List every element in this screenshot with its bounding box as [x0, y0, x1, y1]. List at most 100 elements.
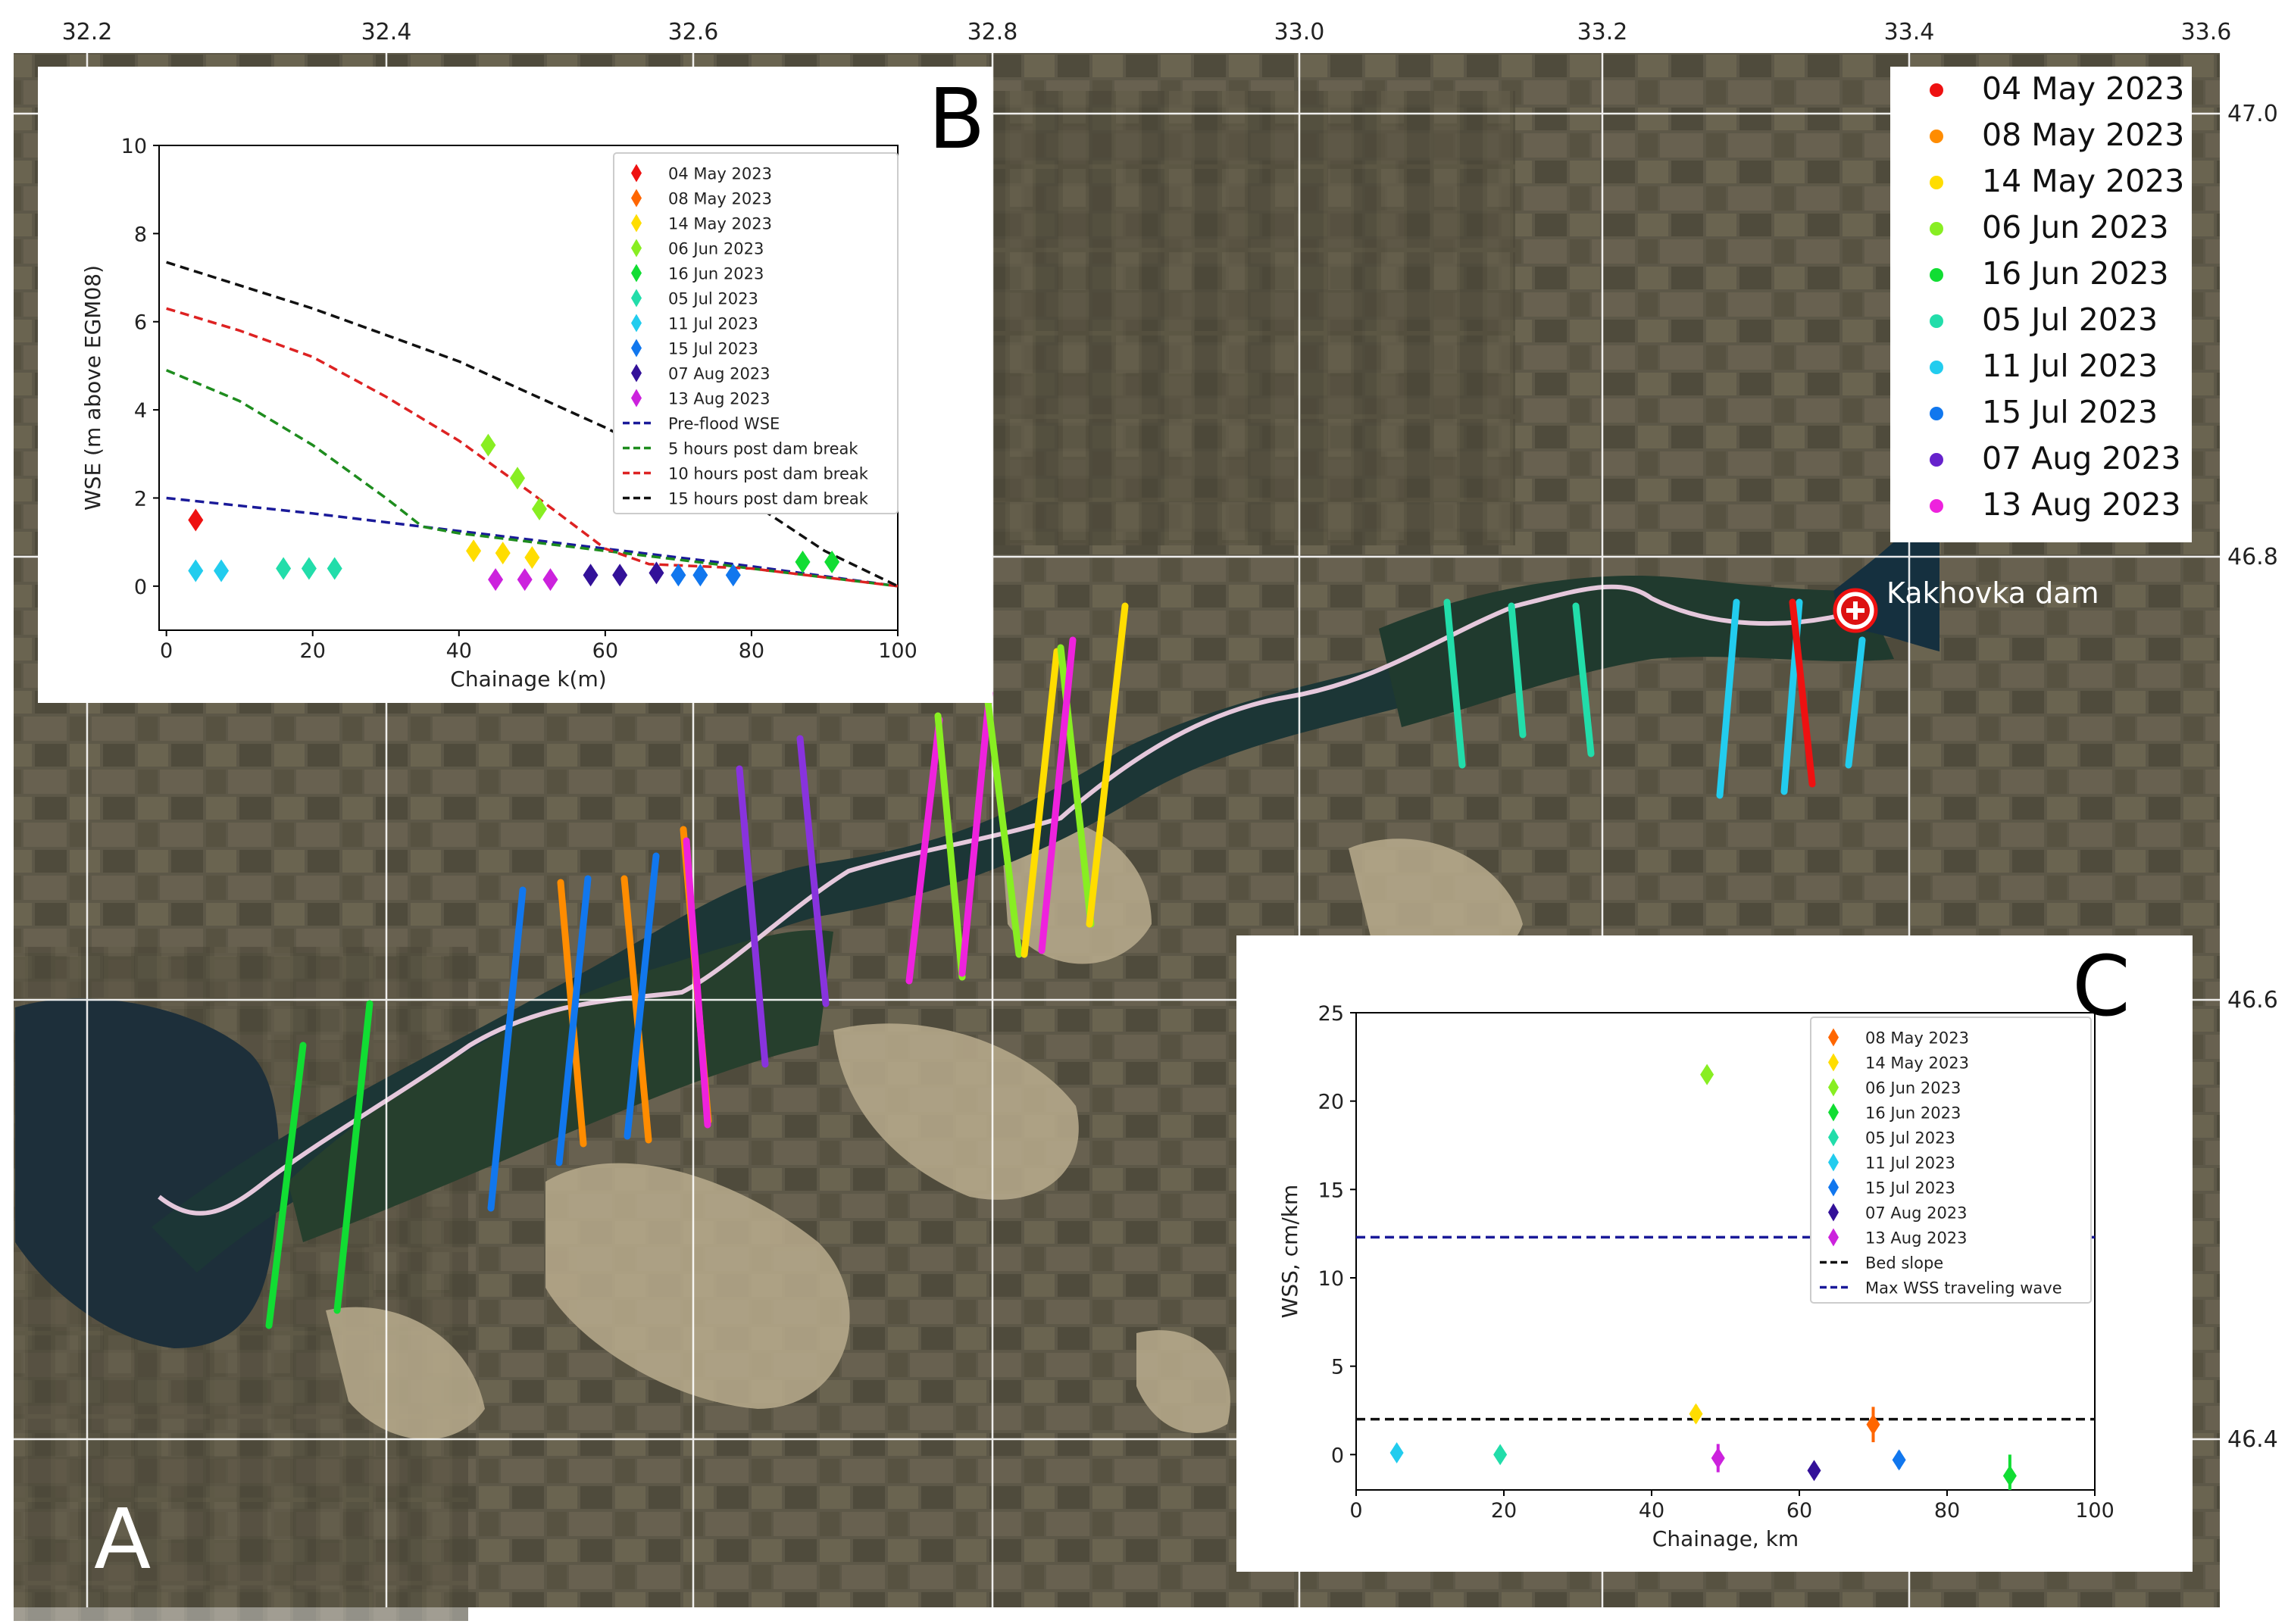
transect-06-jun — [983, 686, 1023, 958]
legend-marker — [631, 164, 642, 183]
data-point — [542, 568, 558, 592]
series-line — [166, 261, 898, 588]
x-axis-label: Chainage k(m) — [450, 667, 606, 692]
legend-label: 5 hours post dam break — [668, 440, 858, 458]
data-point — [466, 539, 482, 563]
cropland-texture-north — [985, 91, 1515, 545]
y-tick-label: 0 — [134, 576, 147, 599]
legend-marker — [631, 314, 642, 333]
data-point — [531, 498, 547, 520]
data-point — [1689, 1403, 1703, 1425]
data-point — [510, 467, 526, 490]
legend-label: 06 Jun 2023 — [1865, 1079, 1961, 1098]
data-point — [1700, 1063, 1714, 1085]
plot-area — [1356, 1063, 2095, 1490]
right-tick-label: 46.6 — [2227, 987, 2278, 1013]
legend-marker — [1828, 1078, 1839, 1097]
data-point — [495, 542, 511, 565]
legend-marker — [1828, 1053, 1839, 1072]
inset-chart-b: B 0 20 40 60 80 100 0 2 4 6 8 10 Chainage k(m) WSE (m… — [38, 67, 992, 703]
y-tick-label: 2 — [134, 487, 147, 511]
y-tick-label: 10 — [121, 135, 147, 158]
transect-13-aug — [683, 837, 711, 1129]
transect-13-aug — [905, 716, 943, 985]
legend-label: 13 Aug 2023 — [1865, 1229, 1968, 1248]
map-legend-marker — [1930, 407, 1943, 420]
data-point — [301, 557, 317, 580]
transect-05-jul — [1572, 602, 1595, 757]
legend-marker — [1828, 1203, 1839, 1222]
transect-14-may — [1021, 648, 1061, 958]
transect-14-may — [1086, 602, 1129, 928]
estuary-water — [15, 998, 280, 1348]
y-tick-label: 0 — [1331, 1444, 1344, 1467]
data-point — [480, 433, 496, 457]
x-tick-label: 60 — [592, 639, 618, 663]
transect-04-may — [1789, 598, 1816, 788]
legend-marker — [1828, 1178, 1839, 1197]
satellite-map: Kakhovka dam A — [14, 53, 2220, 1624]
data-point — [488, 568, 504, 592]
map-legend-label: 04 May 2023 — [1982, 70, 2184, 107]
data-point — [2002, 1465, 2017, 1487]
legend-label: 04 May 2023 — [668, 165, 772, 183]
transect-07-aug — [736, 765, 769, 1068]
data-point — [1866, 1413, 1880, 1435]
transect-13-aug — [1038, 636, 1077, 954]
map-legend-marker — [1930, 499, 1943, 513]
x-tick-label: 80 — [1934, 1499, 1960, 1522]
legend-label: 07 Aug 2023 — [1865, 1204, 1968, 1223]
map-legend-label: 16 Jun 2023 — [1982, 255, 2169, 292]
y-tick-label: 8 — [134, 223, 147, 246]
transect-15-jul — [487, 886, 527, 1212]
y-axis-label: WSS, cm/km — [1277, 1185, 1302, 1319]
panel-letter-b: B — [928, 70, 985, 167]
transect-11-jul — [1845, 636, 1866, 769]
right-tick-label: 46.8 — [2227, 544, 2278, 570]
legend-label: 05 Jul 2023 — [1865, 1129, 1955, 1148]
legend-marker — [631, 214, 642, 233]
right-tick-label: 47.0 — [2227, 101, 2278, 127]
top-tick-label: 32.2 — [62, 19, 113, 45]
transect-16-jun — [265, 1042, 307, 1329]
legend-marker — [1828, 1103, 1839, 1122]
map-legend-label: 11 Jul 2023 — [1982, 348, 2158, 384]
top-tick-label: 32.6 — [668, 19, 719, 45]
top-tick-label: 32.8 — [967, 19, 1018, 45]
transect-15-jul — [624, 852, 660, 1140]
legend-marker — [1828, 1228, 1839, 1247]
data-point — [1493, 1444, 1508, 1466]
legend-label: 11 Jul 2023 — [1865, 1154, 1955, 1173]
legend-label: 16 Jun 2023 — [1865, 1104, 1961, 1123]
map-legend-label: 08 May 2023 — [1982, 117, 2184, 153]
top-tick-label: 33.6 — [2181, 19, 2232, 45]
map-legend-marker — [1930, 453, 1943, 467]
data-point — [214, 559, 230, 582]
transect-07-aug — [796, 735, 830, 1007]
transect-06-jun — [934, 712, 966, 981]
map-legend-label: 13 Aug 2023 — [1982, 486, 2181, 523]
map-legend-label: 06 Jun 2023 — [1982, 209, 2169, 245]
y-tick-label: 25 — [1318, 1002, 1344, 1026]
data-point — [1807, 1460, 1821, 1482]
legend-marker — [631, 239, 642, 258]
top-tick-label: 33.2 — [1577, 19, 1628, 45]
legend-label: 16 Jun 2023 — [668, 265, 764, 283]
dam-marker-icon — [1833, 588, 1878, 633]
map-legend-label: 14 May 2023 — [1982, 163, 2184, 199]
plot-frame — [1355, 1012, 2096, 1491]
transect-15-jul — [555, 875, 592, 1166]
legend-label: 13 Aug 2023 — [668, 390, 770, 408]
transect-11-jul — [1716, 598, 1740, 799]
map-axis-labels: 32.2 32.4 32.6 32.8 33.0 33.2 33.4 33.6 … — [62, 19, 2278, 1453]
y-tick-label: 6 — [134, 311, 147, 335]
x-tick-label: 20 — [300, 639, 326, 663]
dam-label: Kakhovka dam — [1886, 576, 2099, 610]
legend-label: 08 May 2023 — [1865, 1029, 1969, 1048]
data-point — [188, 559, 204, 582]
legend-marker — [1828, 1028, 1839, 1047]
x-tick-label: 40 — [446, 639, 472, 663]
